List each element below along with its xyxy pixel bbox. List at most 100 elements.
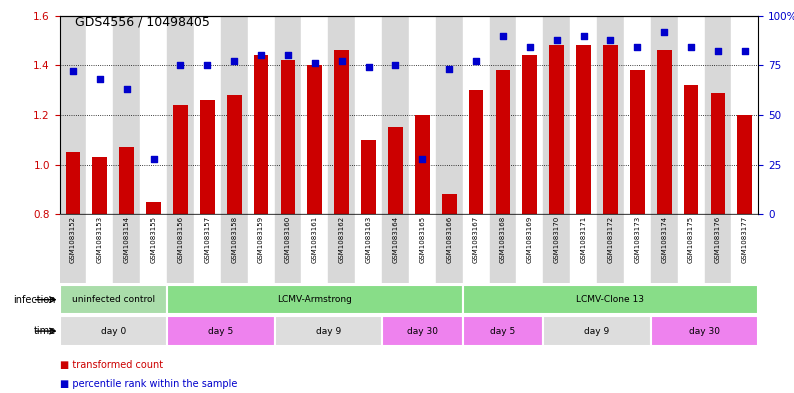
Bar (576, 46, 591, 214)
Point (228, 58, 241, 64)
Bar (167, 16, 194, 214)
Bar (221, 214, 248, 283)
Point (577, 33, 590, 39)
Bar (328, 16, 355, 214)
Bar (516, 16, 543, 214)
Bar (603, 46, 618, 214)
Text: LCMV-Clone 13: LCMV-Clone 13 (576, 295, 645, 304)
Point (631, 44, 644, 51)
Text: GSM1083156: GSM1083156 (178, 215, 183, 263)
Bar (704, 214, 731, 283)
Point (604, 37, 617, 43)
Bar (302, 214, 328, 283)
Point (255, 52, 268, 59)
Point (470, 58, 483, 64)
Bar (66, 152, 80, 214)
Bar (87, 214, 114, 283)
Bar (624, 214, 651, 283)
Bar (441, 194, 457, 214)
Text: infection: infection (13, 295, 56, 305)
Bar (275, 16, 302, 214)
Bar (248, 214, 275, 283)
Text: GSM1083160: GSM1083160 (285, 215, 291, 263)
Bar (731, 16, 758, 214)
Point (362, 64, 375, 70)
Text: LCMV-Armstrong: LCMV-Armstrong (277, 295, 353, 304)
Text: GSM1083173: GSM1083173 (634, 215, 640, 263)
Point (147, 156, 160, 162)
Bar (409, 214, 436, 283)
Bar (302, 16, 328, 214)
Text: uninfected control: uninfected control (71, 295, 155, 304)
Bar (60, 316, 167, 346)
Bar (119, 147, 134, 214)
Bar (60, 285, 167, 314)
Text: GSM1083168: GSM1083168 (500, 215, 506, 263)
Point (658, 28, 671, 35)
Text: ■ transformed count: ■ transformed count (60, 360, 163, 369)
Bar (436, 16, 463, 214)
Bar (388, 127, 403, 214)
Bar (87, 16, 114, 214)
Point (121, 86, 133, 92)
Bar (146, 202, 161, 214)
Text: GSM1083169: GSM1083169 (527, 215, 533, 263)
Bar (355, 214, 382, 283)
Bar (490, 214, 516, 283)
Bar (92, 157, 107, 214)
Point (496, 33, 509, 39)
Bar (355, 16, 382, 214)
Bar (361, 140, 376, 214)
Bar (173, 105, 188, 214)
Bar (684, 85, 699, 214)
Bar (415, 115, 430, 214)
Text: GSM1083165: GSM1083165 (419, 215, 426, 263)
Point (335, 58, 348, 64)
Bar (141, 214, 167, 283)
Bar (194, 214, 221, 283)
Text: GSM1083175: GSM1083175 (688, 215, 694, 263)
Bar (468, 90, 484, 214)
Text: day 9: day 9 (316, 327, 341, 336)
Point (282, 52, 295, 59)
Bar (651, 316, 758, 346)
Bar (651, 16, 677, 214)
Bar (334, 50, 349, 214)
Text: GSM1083170: GSM1083170 (553, 215, 560, 263)
Point (67, 68, 79, 74)
Text: GSM1083152: GSM1083152 (70, 215, 76, 263)
Bar (630, 70, 645, 214)
Bar (382, 316, 463, 346)
Point (738, 48, 751, 55)
Bar (651, 214, 677, 283)
Text: day 5: day 5 (208, 327, 233, 336)
Text: GSM1083176: GSM1083176 (715, 215, 721, 263)
Point (174, 62, 187, 68)
Point (416, 156, 429, 162)
Bar (167, 316, 275, 346)
Text: GSM1083167: GSM1083167 (473, 215, 479, 263)
Bar (657, 50, 672, 214)
Bar (490, 16, 516, 214)
Bar (60, 214, 87, 283)
Bar (275, 214, 302, 283)
Bar (731, 214, 758, 283)
Text: day 0: day 0 (101, 327, 126, 336)
Bar (382, 16, 409, 214)
Bar (280, 61, 295, 214)
Text: GSM1083158: GSM1083158 (231, 215, 237, 263)
Bar (549, 46, 564, 214)
Bar (522, 55, 538, 214)
Text: GSM1083171: GSM1083171 (580, 215, 587, 263)
Bar (194, 16, 221, 214)
Text: day 30: day 30 (407, 327, 437, 336)
Bar (543, 214, 570, 283)
Bar (221, 16, 248, 214)
Point (711, 48, 724, 55)
Text: GSM1083162: GSM1083162 (339, 215, 345, 263)
Bar (543, 16, 570, 214)
Text: day 9: day 9 (584, 327, 610, 336)
Text: GDS4556 / 10498405: GDS4556 / 10498405 (75, 16, 210, 29)
Bar (167, 285, 463, 314)
Bar (141, 16, 167, 214)
